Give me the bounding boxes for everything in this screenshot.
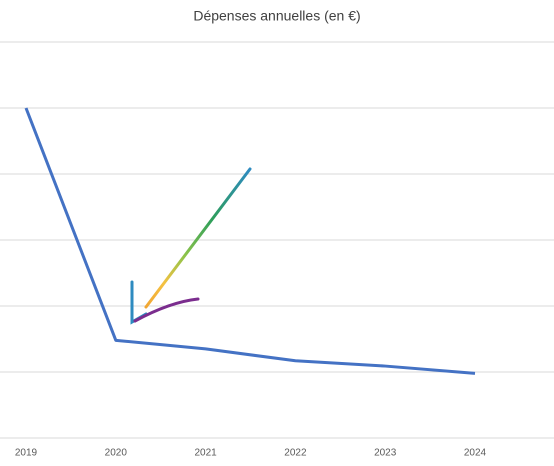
- chart-title: Dépenses annuelles (en €): [193, 8, 360, 24]
- arrow-stroke: [133, 297, 200, 323]
- x-tick-label: 2020: [105, 448, 128, 459]
- x-tick-label: 2021: [194, 448, 217, 459]
- grid: [0, 41, 554, 439]
- annotation-arrow: [130, 167, 252, 325]
- data-line: [24, 107, 476, 375]
- plot: 2019 2020 2021 2022 2023 2024: [15, 107, 487, 459]
- x-tick-label: 2024: [464, 448, 487, 459]
- x-tick-label: 2023: [374, 448, 397, 459]
- x-tick-label: 2022: [284, 448, 307, 459]
- arrow-shaft: [144, 167, 252, 309]
- x-tick-label: 2019: [15, 448, 38, 459]
